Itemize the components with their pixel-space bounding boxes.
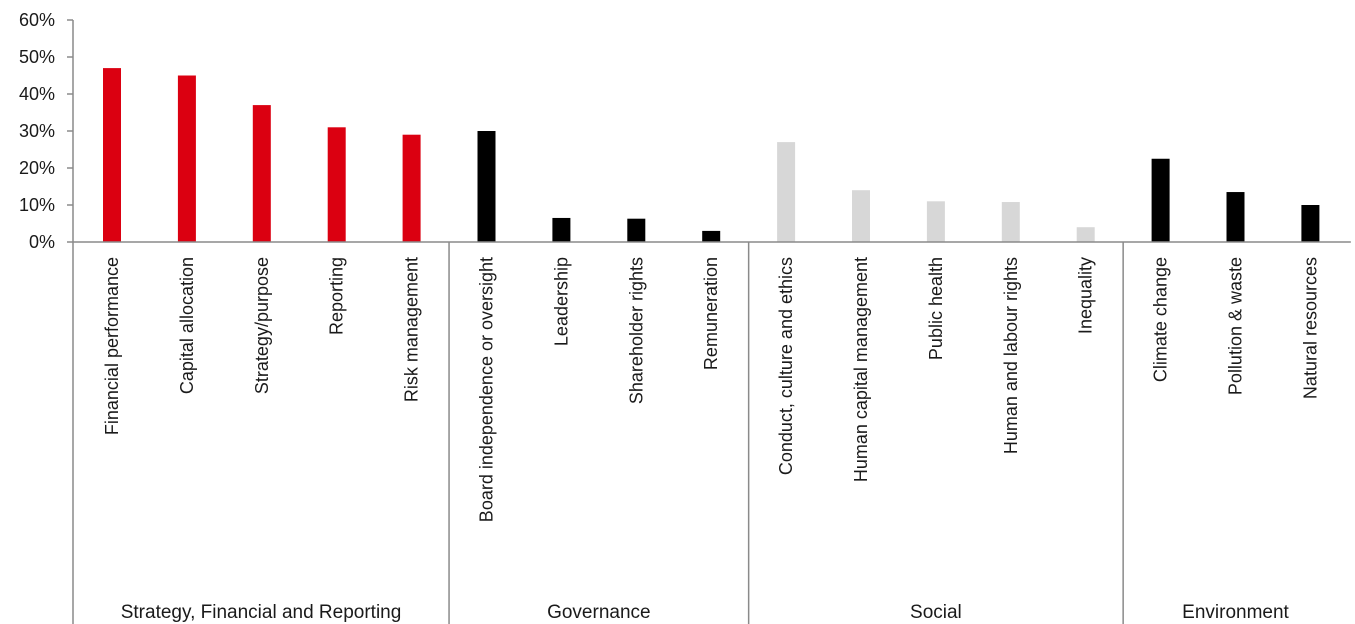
category-label: Reporting xyxy=(327,257,347,335)
bar xyxy=(1226,192,1245,242)
bar xyxy=(477,131,496,242)
category-label: Natural resources xyxy=(1300,257,1320,399)
y-tick-label: 40% xyxy=(19,84,55,104)
bar xyxy=(1076,227,1095,242)
bar xyxy=(402,134,421,242)
bar xyxy=(1001,202,1020,242)
bar xyxy=(103,68,121,242)
bar xyxy=(702,230,721,242)
y-axis-ticks: 0% 10% 20% 30% 40% 50% 60% xyxy=(19,10,73,252)
axes xyxy=(72,20,1351,624)
category-label: Remuneration xyxy=(701,257,721,370)
category-label: Human and labour rights xyxy=(1001,257,1021,454)
bar xyxy=(627,218,646,242)
category-label: Leadership xyxy=(551,257,571,346)
category-label: Financial performance xyxy=(102,257,122,435)
category-label: Capital allocation xyxy=(177,257,197,394)
category-label: Climate change xyxy=(1151,257,1171,382)
bar xyxy=(852,190,870,242)
category-label: Inequality xyxy=(1076,257,1096,334)
category-labels: Financial performance Capital allocation S… xyxy=(102,257,1320,522)
bar xyxy=(926,201,945,242)
bar xyxy=(1151,158,1170,242)
bar xyxy=(177,75,196,242)
bar xyxy=(777,142,796,242)
bars xyxy=(103,68,1320,242)
bar xyxy=(1301,205,1320,242)
bar xyxy=(552,217,571,242)
category-label: Strategy/purpose xyxy=(252,257,272,394)
y-tick-label: 50% xyxy=(19,47,55,67)
category-label: Human capital management xyxy=(851,257,871,482)
group-labels: Strategy, Financial and Reporting Governa… xyxy=(121,602,1290,623)
bar xyxy=(327,127,346,242)
group-label: Governance xyxy=(547,602,651,623)
category-label: Board independence or oversight xyxy=(477,257,497,522)
category-label: Shareholder rights xyxy=(626,257,646,404)
y-tick-label: 60% xyxy=(19,10,55,30)
bar xyxy=(252,105,271,242)
category-label: Conduct, culture and ethics xyxy=(776,257,796,475)
category-label: Pollution & waste xyxy=(1226,257,1246,395)
category-label: Public health xyxy=(926,257,946,360)
category-label: Risk management xyxy=(402,257,422,402)
y-tick-label: 10% xyxy=(19,195,55,215)
group-label: Social xyxy=(910,602,962,623)
group-label: Strategy, Financial and Reporting xyxy=(121,602,402,623)
y-tick-label: 30% xyxy=(19,121,55,141)
y-tick-label: 0% xyxy=(29,232,55,252)
y-tick-label: 20% xyxy=(19,158,55,178)
group-label: Environment xyxy=(1182,602,1289,623)
